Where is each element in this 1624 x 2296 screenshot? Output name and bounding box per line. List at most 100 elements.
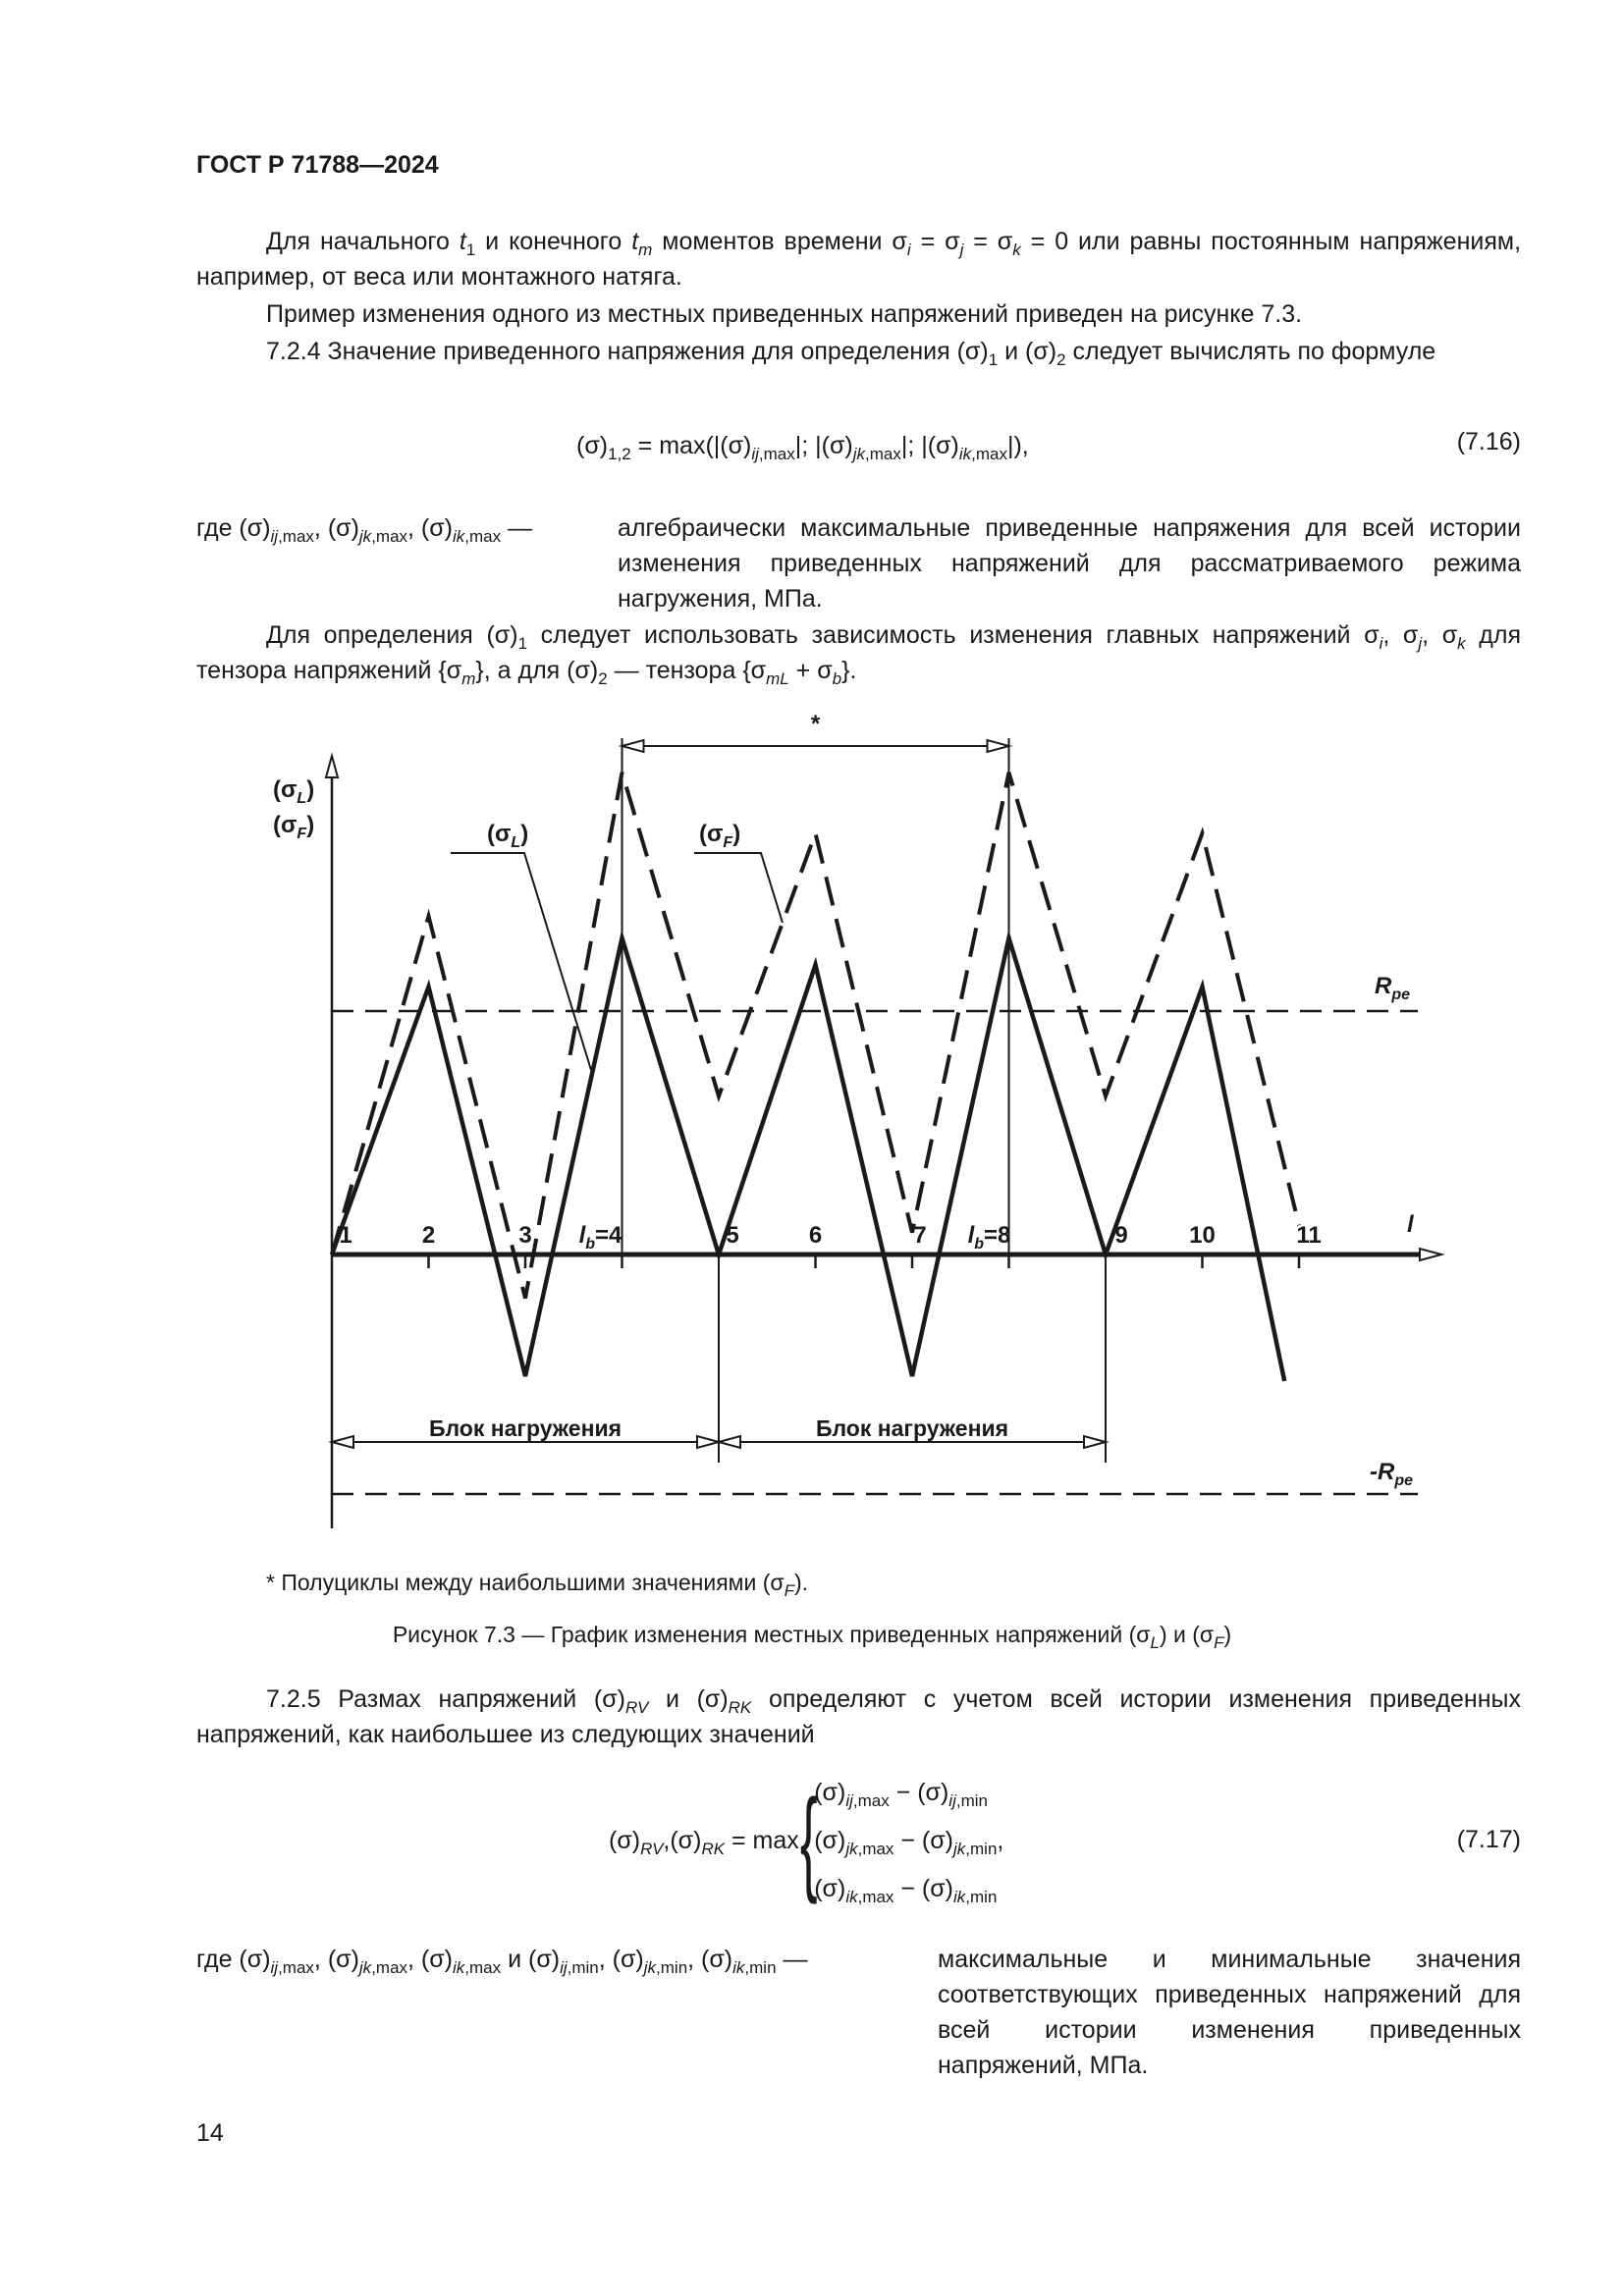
text-run: = σ: [963, 228, 1013, 255]
text-run: —: [501, 514, 533, 542]
subscript: ,max: [371, 1958, 408, 1977]
text-run: где (σ): [196, 1946, 271, 1973]
subscript: m: [638, 240, 653, 259]
subscript: 1: [517, 634, 528, 653]
subscript: k: [1012, 240, 1021, 259]
subscript: ik: [453, 527, 465, 546]
subscript: F: [784, 1581, 794, 1600]
text-run: − (σ): [893, 1874, 954, 1902]
text-run: , (σ): [313, 1946, 359, 1973]
dimension-arrow-icon: [696, 1434, 723, 1450]
subscript: ik: [958, 445, 972, 463]
subscript: jk: [643, 1958, 657, 1977]
x-tick-label: 3: [518, 1222, 531, 1249]
subscript: ik: [453, 1958, 465, 1977]
text-run: следует использовать зависимость изменен…: [527, 621, 1380, 649]
subscript: RV: [640, 1840, 664, 1858]
text-run: = max: [725, 1827, 799, 1854]
subscript: m: [461, 669, 476, 688]
formula-7-17: (σ)RV,(σ)RK = max { (σ)ij,max − (σ)ij,mi…: [609, 1767, 1003, 1914]
text-run: |; |(σ): [900, 432, 959, 459]
subscript: ik: [953, 1887, 966, 1906]
subscript: jk: [845, 1839, 858, 1858]
subscript: j: [959, 240, 964, 259]
text-run: ).: [793, 1570, 809, 1595]
text-run: (σ): [609, 1827, 641, 1854]
x-axis-arrow-icon: [1419, 1247, 1445, 1262]
subscript: ij: [751, 445, 759, 463]
text-run: = 0 или равны постоянным напряжениям, на…: [196, 228, 1522, 291]
text-run: * Полуциклы между наибольшими значениями…: [266, 1570, 785, 1595]
subscript: ,max: [758, 445, 795, 463]
text-run: —: [776, 1946, 808, 1973]
dimension-arrow-icon: [715, 1434, 741, 1450]
x-tick-label: lb=4: [579, 1222, 623, 1253]
equation-number: (7.17): [1456, 1826, 1521, 1853]
neg-rpe-label: -Rpe: [1370, 1459, 1413, 1489]
definition-text: алгебраически максимальные приведенные н…: [618, 510, 1521, 616]
text-run: Рисунок 7.3 — График изменения местных п…: [392, 1622, 1151, 1647]
dimension-arrow-icon: [618, 738, 645, 754]
text-run: (σ): [576, 432, 609, 459]
subscript: jk: [852, 445, 866, 463]
definition-text: максимальные и минимальные значения соот…: [938, 1942, 1521, 2083]
brace-icon: {: [799, 1776, 818, 1905]
subscript: ,max: [971, 445, 1007, 463]
document-header: ГОСТ Р 71788—2024: [196, 151, 439, 179]
text-run: ) и (σ: [1159, 1622, 1215, 1647]
formula-cases: (σ)ij,max − (σ)ij,min (σ)jk,max − (σ)jk,…: [814, 1769, 1003, 1913]
subscript: jk: [953, 1839, 966, 1858]
text-run: и (σ): [998, 338, 1057, 365]
text-run: − (σ): [889, 1778, 949, 1806]
paragraph: Для начального t1 и конечного tm моменто…: [196, 224, 1521, 294]
x-tick-label: 10: [1189, 1222, 1216, 1249]
paragraph: Пример изменения одного из местных приве…: [196, 296, 1521, 332]
text-run: (σ): [814, 1826, 846, 1854]
text-run: , σ: [1422, 621, 1458, 649]
text-run: определяют с учетом всей истории изменен…: [196, 1685, 1522, 1748]
dimension-arrow-icon: [1083, 1434, 1110, 1450]
x-tick-label: lb=8: [968, 1222, 1011, 1253]
definition-term: где (σ)ij,max, (σ)jk,max, (σ)ik,max и (σ…: [196, 1942, 808, 1977]
definition-term: где (σ)ij,max, (σ)jk,max, (σ)ik,max —: [196, 510, 532, 546]
page-number: 14: [196, 2119, 224, 2147]
y-axis-label: (σF): [273, 812, 314, 842]
leader-line: [694, 852, 784, 924]
subscript: ik: [732, 1958, 745, 1977]
text-run: , (σ): [687, 1946, 733, 1973]
italic-symbol: t: [459, 228, 466, 255]
subscript: 1: [988, 350, 999, 369]
subscript: mL: [766, 669, 789, 688]
text-run: , (σ): [598, 1946, 644, 1973]
paragraph: Для определения (σ)1 следует использоват…: [196, 617, 1521, 688]
figure-footnote: * Полуциклы между наибольшими значениями…: [266, 1565, 808, 1600]
subscript: ik: [845, 1887, 858, 1906]
y-axis-label: (σL): [273, 776, 314, 807]
subscript: ,max: [857, 1839, 894, 1858]
text-run: 7.2.4 Значение приведенного напряжения д…: [266, 338, 989, 365]
dimension-arrow-icon: [328, 1434, 354, 1450]
formula-case: (σ)jk,max − (σ)jk,min,: [814, 1817, 1003, 1865]
text-run: − (σ): [893, 1826, 954, 1854]
text-run: для тензора напряжений {σ: [196, 621, 1522, 684]
subscript: ,max: [278, 1958, 314, 1977]
text-run: , (σ): [313, 514, 359, 542]
subscript: ,max: [865, 445, 901, 463]
text-run: — тензора {σ: [607, 657, 767, 684]
x-axis-label: l: [1407, 1211, 1415, 1238]
load-block-label: Блок нагружения: [429, 1415, 622, 1441]
formula-case: (σ)ik,max − (σ)ik,min: [814, 1865, 1003, 1913]
subscript: ,min: [955, 1790, 988, 1810]
text-run: где (σ): [196, 514, 271, 542]
subscript: ij: [948, 1790, 956, 1810]
text-run: + σ: [788, 657, 833, 684]
subscript: RK: [701, 1840, 726, 1858]
subscript: ij: [270, 527, 279, 546]
subscript: ij: [560, 1958, 568, 1977]
subscript: L: [1150, 1633, 1160, 1652]
subscript: i: [906, 240, 911, 259]
text-run: Пример изменения одного из местных приве…: [266, 300, 1303, 328]
text-run: = max(|(σ): [630, 432, 752, 459]
subscript: ij: [845, 1790, 853, 1810]
leader-line: [451, 852, 592, 1071]
